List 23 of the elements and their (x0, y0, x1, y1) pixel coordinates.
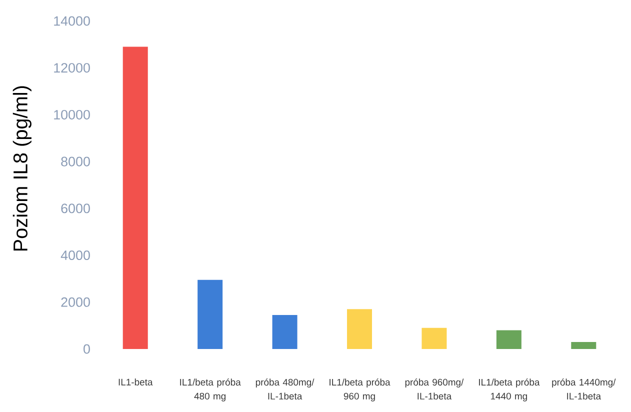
y-tick-label: 6000 (61, 204, 90, 214)
y-tick-label: 4000 (60, 250, 90, 260)
y-tick-label: 0 (84, 344, 90, 354)
y-tick-label: 12000 (54, 63, 90, 73)
x-tick-label: próba 1440mg/ IL-1beta (552, 378, 616, 400)
x-tick-label: IL1/beta próba 960 mg (330, 378, 390, 402)
x-tick-label: IL1/beta próba 1440 mg (479, 378, 540, 402)
bar (198, 280, 223, 349)
bar (496, 330, 522, 349)
x-tick-label: IL1/beta próba 480 mg (180, 378, 241, 402)
bar (422, 328, 447, 349)
x-tick-label: IL1-beta (118, 378, 153, 386)
bar (272, 315, 298, 349)
y-axis-title: Poziom IL8 (pg/ml) (12, 86, 32, 251)
y-tick-label: 14000 (54, 16, 90, 26)
bar (571, 342, 596, 349)
bar (122, 46, 148, 349)
y-tick-label: 10000 (54, 110, 90, 120)
y-tick-label: 8000 (61, 156, 90, 166)
bar (347, 309, 372, 349)
y-tick-label: 2000 (61, 297, 90, 307)
x-tick-label: próba 960mg/ IL-1beta (405, 378, 464, 400)
x-tick-label: próba 480mg/ IL-1beta (256, 378, 314, 400)
